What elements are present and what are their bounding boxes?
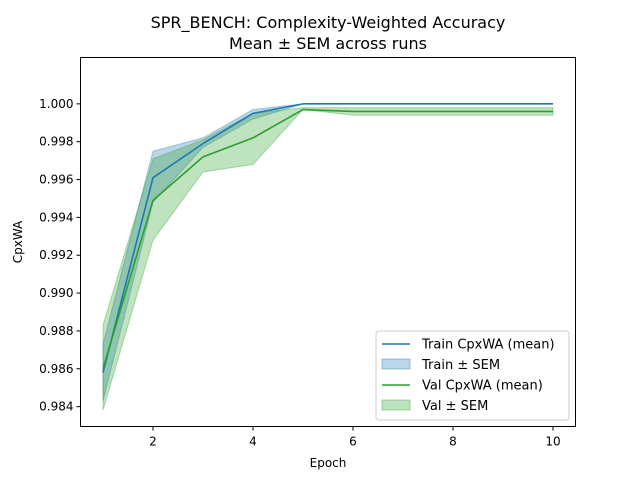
y-tick-label: 0.990: [39, 286, 73, 300]
x-axis-label: Epoch: [310, 456, 347, 470]
plot-area: [102, 103, 554, 411]
plot-frame: [80, 57, 576, 427]
y-tick-label: 0.986: [39, 362, 73, 376]
legend-swatch-train-sem: [381, 358, 411, 370]
mean-line-0: [102, 103, 553, 373]
legend-frame: [375, 330, 570, 421]
legend-label-train-mean: Train CpxWA (mean): [421, 338, 555, 353]
legend: Train CpxWA (mean) Train ± SEM Val CpxWA…: [375, 330, 570, 421]
x-axis: 2 4 6 8 10: [149, 426, 561, 449]
x-tick-label: 4: [249, 435, 257, 449]
y-tick-label: 0.988: [39, 324, 73, 338]
legend-label-val-sem: Val ± SEM: [422, 399, 488, 414]
legend-label-train-sem: Train ± SEM: [421, 358, 500, 373]
y-tick-label: 0.994: [39, 210, 73, 224]
y-axis-label: CpxWA: [11, 220, 25, 263]
x-tick-label: 2: [149, 435, 157, 449]
x-tick-label: 8: [449, 435, 457, 449]
chart-title: SPR_BENCH: Complexity-Weighted Accuracy: [151, 13, 506, 33]
legend-swatch-val-sem: [381, 399, 411, 411]
chart-subtitle: Mean ± SEM across runs: [229, 34, 427, 53]
sem-band-1: [102, 107, 554, 411]
legend-label-val-mean: Val CpxWA (mean): [422, 379, 543, 394]
y-axis: 0.984 0.986 0.988 0.990 0.992 0.994 0.996 0.998…: [39, 97, 81, 414]
mean-line-1: [102, 108, 553, 370]
x-tick-label: 6: [349, 435, 357, 449]
y-tick-label: 0.984: [39, 400, 73, 414]
y-tick-label: 0.992: [39, 248, 73, 262]
y-tick-label: 0.996: [39, 173, 73, 187]
y-tick-label: 0.998: [39, 135, 73, 149]
x-tick-label: 10: [545, 435, 560, 449]
y-tick-label: 1.000: [39, 97, 73, 111]
